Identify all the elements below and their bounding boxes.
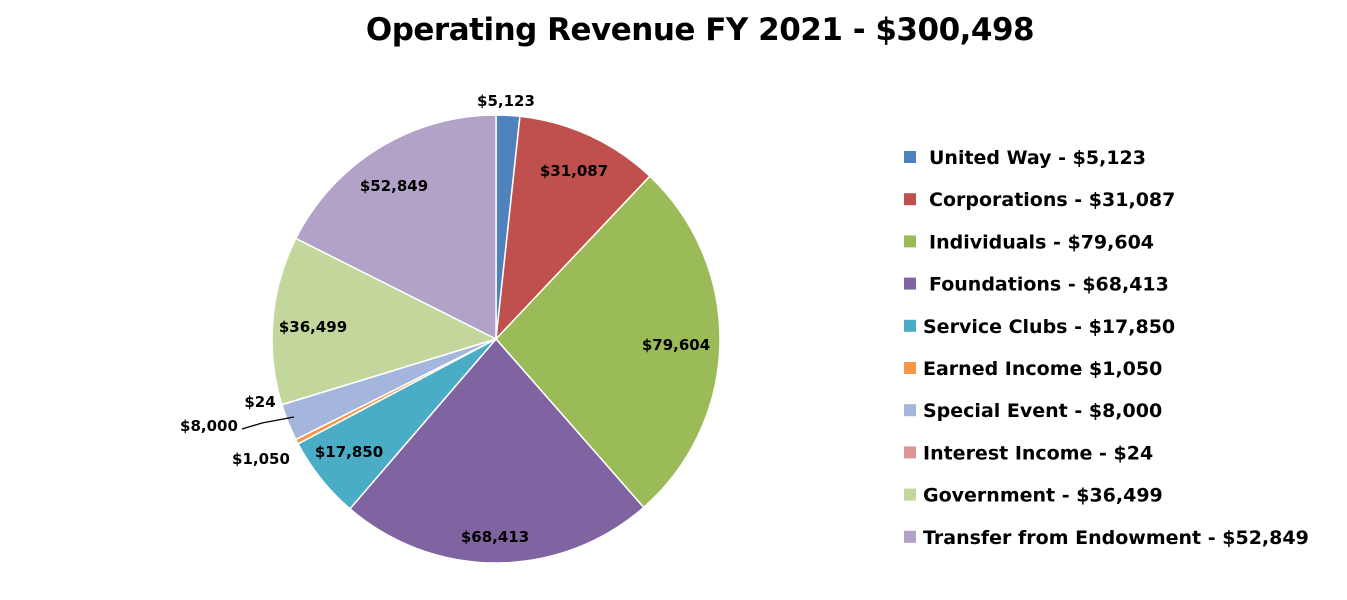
data-label-special-event: $8,000 (180, 417, 238, 435)
legend-swatch-government (904, 488, 916, 501)
legend-item-service-clubs: Service Clubs - $17,850 (904, 316, 1175, 338)
legend-label-earned-income: Earned Income $1,050 (923, 358, 1162, 380)
pie-slice-government (271, 237, 499, 406)
legend-item-foundations: Foundations - $68,413 (904, 274, 1169, 296)
legend-label-special-event: Special Event - $8,000 (923, 400, 1162, 422)
legend-item-individuals: Individuals - $79,604 (904, 231, 1154, 253)
leader-line-special-event (241, 416, 295, 430)
leader-lines (241, 416, 295, 430)
legend-label-foundations: Foundations - $68,413 (929, 274, 1169, 296)
data-label-earned-income: $1,050 (232, 450, 290, 468)
legend-item-special-event: Special Event - $8,000 (904, 400, 1162, 422)
legend: United Way - $5,123 Corporations - $31,08… (904, 147, 1309, 549)
legend-swatch-transfer-from-endowment (904, 530, 916, 543)
legend-item-corporations: Corporations - $31,087 (904, 189, 1175, 211)
data-labels: $5,123 $31,087 $79,604 $68,413 $17,850 $1,050… (180, 92, 710, 546)
legend-swatch-united-way (904, 151, 916, 163)
pie-slice-corporations (495, 115, 651, 342)
data-label-service-clubs: $17,850 (315, 443, 383, 461)
data-label-foundations: $68,413 (461, 528, 529, 546)
pie-slice-foundations (348, 337, 645, 564)
data-label-individuals: $79,604 (642, 336, 710, 354)
data-label-interest-income: $24 (244, 393, 275, 411)
data-label-transfer-from-endowment: $52,849 (360, 177, 428, 195)
data-label-government: $36,499 (279, 318, 347, 336)
legend-label-transfer-from-endowment: Transfer from Endowment - $52,849 (923, 527, 1309, 549)
legend-label-service-clubs: Service Clubs - $17,850 (923, 316, 1175, 338)
legend-swatch-service-clubs (904, 319, 916, 332)
legend-label-corporations: Corporations - $31,087 (929, 189, 1175, 211)
legend-label-united-way: United Way - $5,123 (929, 147, 1146, 169)
legend-label-individuals: Individuals - $79,604 (929, 231, 1154, 253)
data-label-corporations: $31,087 (540, 162, 608, 180)
pie-slice-transfer-from-endowment (294, 114, 497, 341)
chart-title: Operating Revenue FY 2021 - $300,498 (365, 12, 1035, 48)
pie-slice-individuals (494, 175, 721, 509)
legend-item-united-way: United Way - $5,123 (904, 147, 1146, 169)
legend-swatch-earned-income (904, 362, 916, 374)
legend-item-transfer-from-endowment: Transfer from Endowment - $52,849 (904, 527, 1309, 549)
legend-swatch-foundations (904, 277, 916, 290)
legend-item-earned-income: Earned Income $1,050 (904, 358, 1162, 380)
pie-slices (271, 114, 721, 564)
legend-swatch-corporations (904, 193, 916, 206)
legend-swatch-individuals (904, 235, 916, 248)
legend-item-interest-income: Interest Income - $24 (904, 442, 1153, 464)
legend-swatch-special-event (904, 404, 916, 417)
legend-swatch-interest-income (904, 446, 916, 459)
legend-label-government: Government - $36,499 (923, 485, 1163, 507)
legend-item-government: Government - $36,499 (904, 485, 1163, 507)
data-label-united-way: $5,123 (477, 92, 535, 110)
legend-label-interest-income: Interest Income - $24 (923, 442, 1153, 464)
